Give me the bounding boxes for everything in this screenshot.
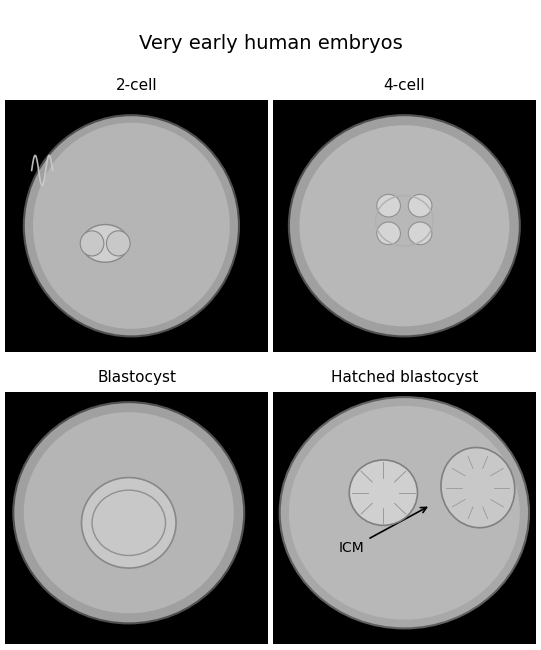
Text: Blastocyst: Blastocyst <box>97 370 176 385</box>
Ellipse shape <box>33 123 230 329</box>
Ellipse shape <box>280 397 529 629</box>
Ellipse shape <box>289 406 520 619</box>
Circle shape <box>82 478 176 568</box>
Ellipse shape <box>24 412 234 614</box>
Ellipse shape <box>408 222 432 244</box>
Ellipse shape <box>107 231 130 256</box>
Ellipse shape <box>24 115 239 337</box>
Ellipse shape <box>299 125 509 326</box>
Ellipse shape <box>289 115 520 337</box>
Text: Hatched blastocyst: Hatched blastocyst <box>331 370 478 385</box>
Ellipse shape <box>377 222 400 244</box>
Text: ICM: ICM <box>339 508 426 555</box>
Text: 4-cell: 4-cell <box>384 78 425 93</box>
Text: Very early human embryos: Very early human embryos <box>138 34 403 53</box>
Ellipse shape <box>441 448 515 528</box>
Ellipse shape <box>80 231 104 256</box>
Circle shape <box>349 460 418 525</box>
Ellipse shape <box>14 402 244 623</box>
Ellipse shape <box>377 194 400 217</box>
Ellipse shape <box>408 194 432 217</box>
Ellipse shape <box>82 224 129 262</box>
Text: 2-cell: 2-cell <box>116 78 157 93</box>
